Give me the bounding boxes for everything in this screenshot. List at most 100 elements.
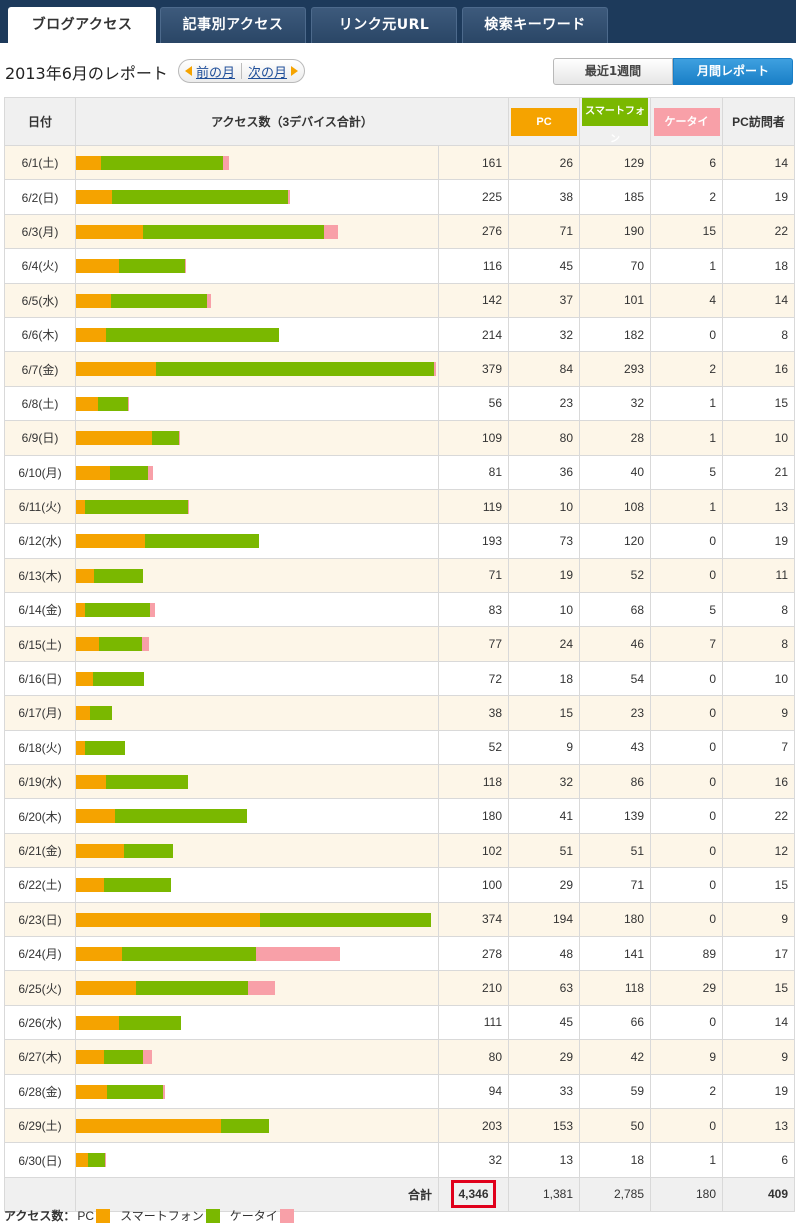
header-pc[interactable]: PC bbox=[508, 97, 580, 146]
row-pc: 23 bbox=[508, 385, 580, 422]
row-keitai: 0 bbox=[650, 764, 723, 800]
row-pc: 38 bbox=[508, 179, 580, 215]
bar-segment-pc bbox=[76, 1153, 89, 1168]
row-pc-visitors: 9 bbox=[722, 1039, 795, 1075]
row-stacked-bar bbox=[76, 981, 276, 996]
row-date: 6/24(月) bbox=[4, 935, 76, 972]
row-smartphone: 40 bbox=[579, 454, 651, 490]
prev-month-link[interactable]: 前の月 bbox=[196, 65, 236, 81]
header-keitai-label: ケータイ bbox=[653, 107, 720, 136]
bar-segment-smartphone bbox=[118, 259, 186, 274]
row-date: 6/7(金) bbox=[4, 351, 76, 387]
table-row: 6/16(日) 72 18 54 0 10 bbox=[4, 660, 795, 697]
row-date: 6/3(月) bbox=[4, 213, 76, 250]
row-keitai: 0 bbox=[650, 867, 723, 903]
header-date[interactable]: 日付 bbox=[4, 97, 76, 146]
bar-segment-keitai bbox=[142, 637, 150, 652]
row-pc: 71 bbox=[508, 213, 580, 250]
table-row: 6/15(土) 77 24 46 7 8 bbox=[4, 626, 795, 662]
row-stacked-bar bbox=[76, 671, 145, 686]
tab-article-access[interactable]: 記事別アクセス bbox=[160, 7, 306, 43]
row-total: 278 bbox=[438, 935, 509, 972]
table-row: 6/19(水) 118 32 86 0 16 bbox=[4, 764, 795, 800]
row-pc: 29 bbox=[508, 1039, 580, 1075]
row-pc: 194 bbox=[508, 901, 580, 937]
row-total: 56 bbox=[438, 385, 509, 422]
legend-keitai-swatch bbox=[279, 1208, 294, 1223]
row-bar-cell bbox=[75, 420, 439, 456]
table-row: 6/27(木) 80 29 42 9 9 bbox=[4, 1039, 795, 1075]
row-date: 6/18(火) bbox=[4, 729, 76, 766]
bar-segment-pc bbox=[76, 327, 107, 342]
tab-blog-access[interactable]: ブログアクセス bbox=[8, 7, 156, 43]
tab-referrer-url[interactable]: リンク元URL bbox=[311, 7, 457, 43]
row-date: 6/2(日) bbox=[4, 179, 76, 215]
row-pc-visitors: 16 bbox=[722, 351, 795, 387]
next-month-link[interactable]: 次の月 bbox=[248, 65, 288, 81]
bar-segment-smartphone bbox=[151, 431, 179, 446]
row-smartphone: 42 bbox=[579, 1039, 651, 1075]
row-pc-visitors: 9 bbox=[722, 901, 795, 937]
row-keitai: 7 bbox=[650, 626, 723, 662]
bar-segment-pc bbox=[76, 534, 146, 549]
legend-pc-label: PC bbox=[77, 1208, 95, 1223]
bar-segment-smartphone bbox=[88, 1153, 106, 1168]
bar-segment-smartphone bbox=[143, 224, 324, 239]
table-header-row: 日付 アクセス数（3デバイス合計） PC スマートフォン ケータイ PC訪問者 bbox=[4, 97, 795, 146]
bar-segment-keitai bbox=[150, 603, 155, 618]
table-row: 6/12(水) 193 73 120 0 19 bbox=[4, 523, 795, 559]
row-date: 6/27(木) bbox=[4, 1039, 76, 1075]
row-stacked-bar bbox=[76, 293, 211, 308]
bar-segment-smartphone bbox=[107, 1084, 164, 1099]
next-arrow-icon[interactable] bbox=[291, 66, 299, 76]
row-bar-cell bbox=[75, 282, 439, 318]
legend-label: アクセス数： bbox=[4, 1209, 76, 1223]
row-date: 6/11(火) bbox=[4, 488, 76, 525]
row-pc: 84 bbox=[508, 351, 580, 387]
tab-search-keywords[interactable]: 検索キーワード bbox=[462, 7, 608, 43]
header-smartphone[interactable]: スマートフォン bbox=[579, 97, 651, 146]
row-keitai: 2 bbox=[650, 1073, 723, 1109]
row-keitai: 0 bbox=[650, 316, 723, 353]
row-bar-cell bbox=[75, 660, 439, 697]
row-total: 180 bbox=[438, 798, 509, 834]
row-stacked-bar bbox=[76, 1153, 107, 1168]
bar-segment-pc bbox=[76, 156, 101, 170]
bar-segment-smartphone bbox=[97, 396, 129, 411]
totals-pc: 1,381 bbox=[508, 1176, 580, 1212]
row-smartphone: 70 bbox=[579, 248, 651, 284]
row-stacked-bar bbox=[76, 156, 229, 170]
row-date: 6/19(水) bbox=[4, 764, 76, 800]
bar-segment-smartphone bbox=[85, 499, 189, 514]
bar-segment-keitai bbox=[287, 190, 290, 205]
row-bar-cell bbox=[75, 557, 439, 594]
row-keitai: 9 bbox=[650, 1039, 723, 1075]
row-smartphone: 293 bbox=[579, 351, 651, 387]
row-keitai: 1 bbox=[650, 385, 723, 422]
row-keitai: 4 bbox=[650, 282, 723, 318]
row-pc: 10 bbox=[508, 488, 580, 525]
bar-segment-keitai bbox=[434, 362, 436, 377]
row-date: 6/16(日) bbox=[4, 660, 76, 697]
row-smartphone: 129 bbox=[579, 144, 651, 181]
row-date: 6/17(月) bbox=[4, 695, 76, 731]
row-bar-cell bbox=[75, 179, 439, 215]
weekly-view-button[interactable]: 最近1週間 bbox=[553, 58, 673, 85]
prev-arrow-icon[interactable] bbox=[185, 66, 192, 76]
row-bar-cell bbox=[75, 248, 439, 284]
bar-segment-smartphone bbox=[260, 912, 432, 927]
row-keitai: 0 bbox=[650, 557, 723, 594]
bar-segment-pc bbox=[76, 809, 115, 824]
row-keitai: 0 bbox=[650, 660, 723, 697]
monthly-report-button[interactable]: 月間レポート bbox=[673, 58, 793, 85]
header-keitai[interactable]: ケータイ bbox=[650, 97, 723, 146]
row-pc-visitors: 14 bbox=[722, 282, 795, 318]
table-row: 6/23(日) 374 194 180 0 9 bbox=[4, 901, 795, 937]
row-total: 102 bbox=[438, 832, 509, 869]
row-keitai: 0 bbox=[650, 901, 723, 937]
row-bar-cell bbox=[75, 867, 439, 903]
row-stacked-bar bbox=[76, 465, 153, 480]
row-smartphone: 52 bbox=[579, 557, 651, 594]
row-date: 6/1(土) bbox=[4, 144, 76, 181]
row-total: 276 bbox=[438, 213, 509, 250]
